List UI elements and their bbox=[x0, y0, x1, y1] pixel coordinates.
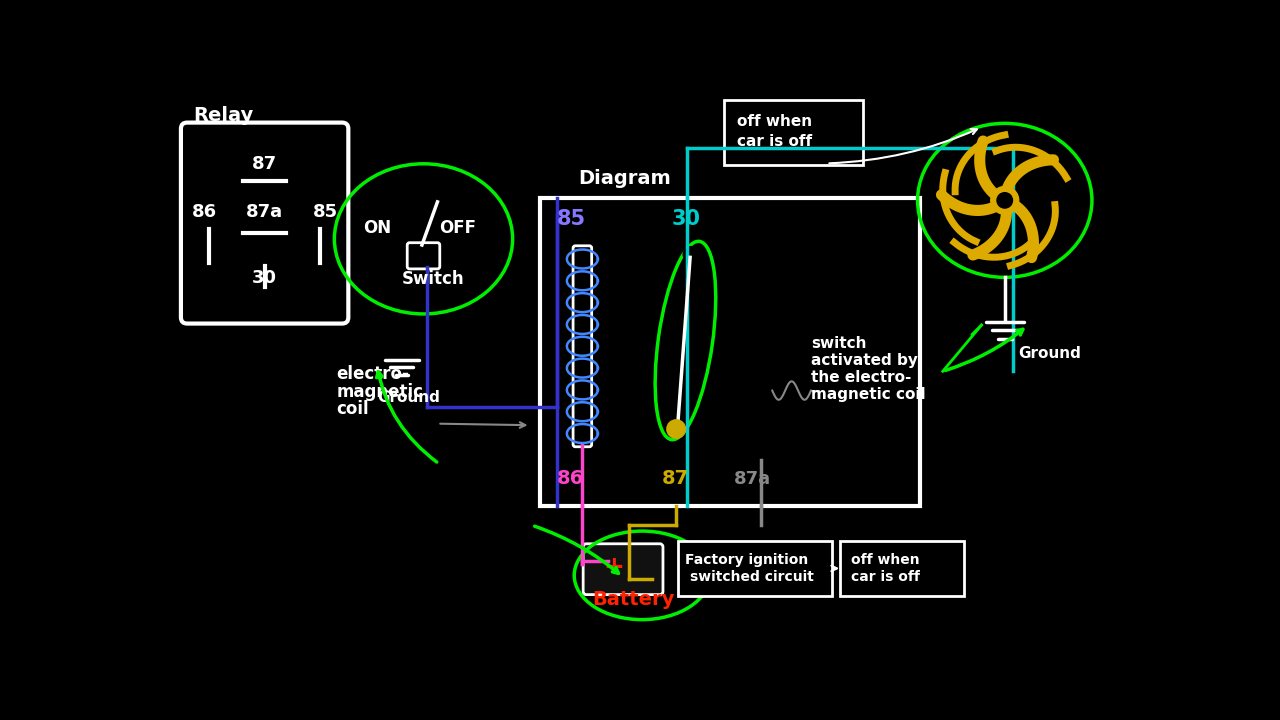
Text: activated by: activated by bbox=[812, 353, 918, 368]
Text: 86: 86 bbox=[192, 203, 216, 221]
Text: car is off: car is off bbox=[737, 134, 813, 149]
Text: Battery: Battery bbox=[593, 590, 675, 608]
Text: coil: coil bbox=[337, 400, 370, 418]
Text: 87a: 87a bbox=[246, 203, 283, 221]
Text: ON: ON bbox=[364, 219, 392, 237]
Circle shape bbox=[991, 186, 1019, 215]
Text: OFF: OFF bbox=[439, 219, 476, 237]
Text: Relay: Relay bbox=[193, 106, 253, 125]
Text: 86: 86 bbox=[557, 469, 584, 488]
Text: 87a: 87a bbox=[733, 470, 771, 488]
FancyBboxPatch shape bbox=[841, 541, 964, 596]
Text: 85: 85 bbox=[312, 203, 338, 221]
Text: 87: 87 bbox=[252, 155, 278, 173]
Text: +: + bbox=[603, 555, 625, 579]
Text: switch: switch bbox=[812, 336, 867, 351]
Circle shape bbox=[667, 420, 686, 438]
Text: 87: 87 bbox=[662, 469, 690, 488]
FancyBboxPatch shape bbox=[407, 243, 440, 269]
Text: the electro-: the electro- bbox=[812, 370, 911, 385]
Text: magnetic coil: magnetic coil bbox=[812, 387, 925, 402]
Text: Ground: Ground bbox=[378, 390, 440, 405]
Circle shape bbox=[684, 248, 698, 261]
Text: Factory ignition: Factory ignition bbox=[686, 553, 809, 567]
FancyBboxPatch shape bbox=[180, 122, 348, 323]
FancyBboxPatch shape bbox=[584, 544, 663, 595]
Text: car is off: car is off bbox=[851, 570, 920, 584]
FancyBboxPatch shape bbox=[573, 246, 591, 446]
Text: 85: 85 bbox=[557, 209, 586, 229]
Text: electro-: electro- bbox=[337, 365, 410, 383]
Circle shape bbox=[431, 194, 444, 207]
Text: off when: off when bbox=[737, 114, 813, 130]
Text: Ground: Ground bbox=[1019, 346, 1082, 361]
FancyBboxPatch shape bbox=[724, 100, 863, 165]
Text: Diagram: Diagram bbox=[579, 169, 671, 188]
Text: 30: 30 bbox=[252, 269, 278, 287]
FancyBboxPatch shape bbox=[540, 198, 919, 506]
Text: 30: 30 bbox=[672, 209, 700, 229]
Circle shape bbox=[754, 451, 768, 465]
FancyBboxPatch shape bbox=[677, 541, 832, 596]
Text: off when: off when bbox=[851, 553, 920, 567]
Circle shape bbox=[997, 193, 1012, 208]
Text: magnetic: magnetic bbox=[337, 383, 424, 401]
Text: Switch: Switch bbox=[402, 269, 465, 287]
Text: switched circuit: switched circuit bbox=[690, 570, 814, 584]
